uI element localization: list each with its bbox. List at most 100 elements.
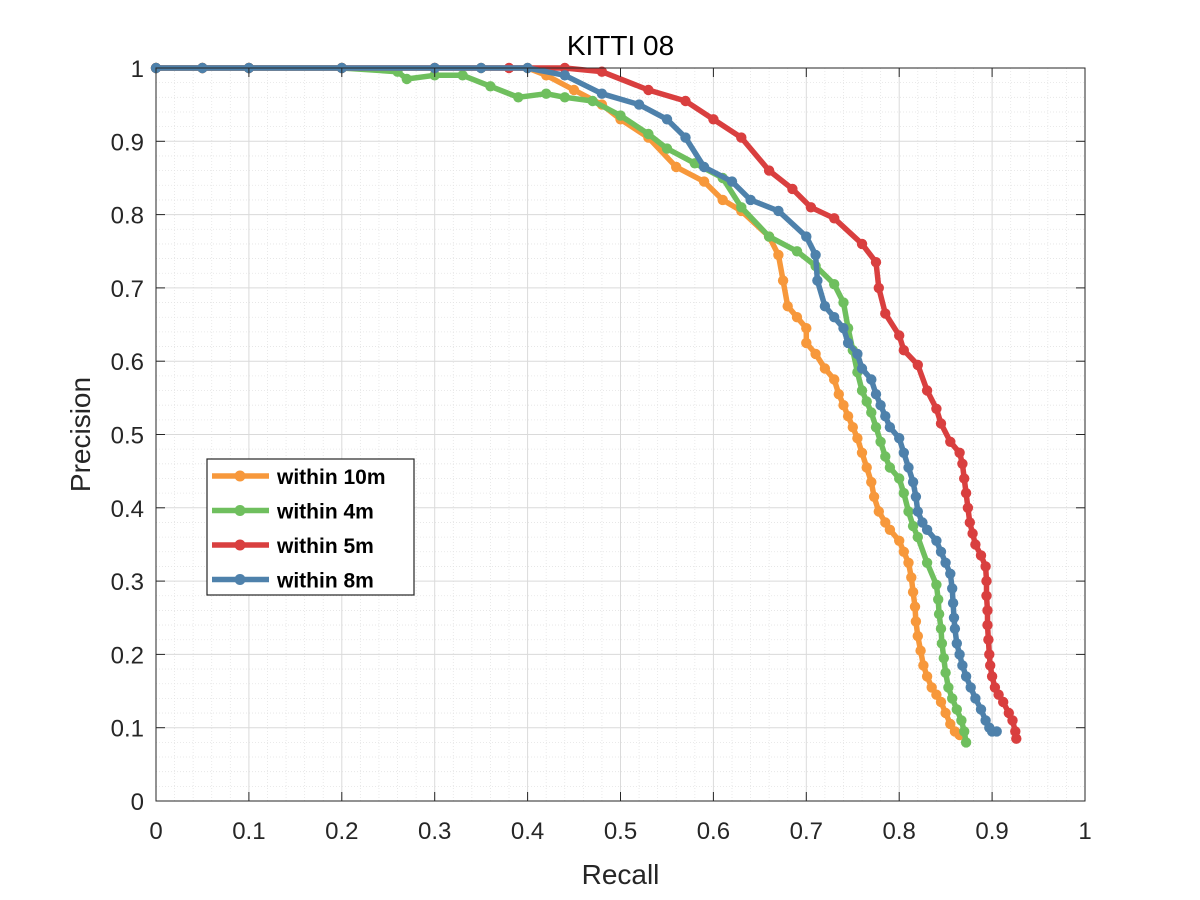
legend-item: within 10m bbox=[212, 466, 386, 489]
data-point bbox=[726, 176, 738, 187]
data-point bbox=[485, 81, 496, 92]
data-point bbox=[915, 645, 926, 656]
x-tick-label: 0 bbox=[149, 818, 162, 845]
data-point bbox=[956, 715, 967, 726]
data-point bbox=[986, 671, 998, 682]
data-point bbox=[960, 737, 972, 748]
data-point bbox=[777, 275, 789, 286]
data-point bbox=[587, 95, 598, 107]
data-point bbox=[933, 594, 944, 605]
data-point bbox=[643, 128, 654, 140]
y-tick-label: 0.2 bbox=[111, 642, 144, 669]
y-tick-label: 0.9 bbox=[111, 129, 144, 156]
data-point bbox=[866, 407, 877, 418]
y-tick-labels: 0 0.1 0.2 0.3 0.4 0.5 0.6 0.7 0.8 0.9 1 bbox=[111, 56, 144, 816]
data-point bbox=[838, 297, 849, 308]
data-point bbox=[940, 667, 951, 678]
data-point bbox=[960, 671, 972, 682]
data-point bbox=[894, 473, 905, 484]
data-point bbox=[921, 385, 933, 396]
data-point bbox=[838, 400, 849, 411]
data-point bbox=[856, 447, 868, 458]
data-point bbox=[960, 487, 972, 499]
data-point bbox=[680, 132, 691, 143]
data-point bbox=[791, 312, 803, 323]
data-point bbox=[568, 84, 580, 96]
legend-label: within 4m bbox=[276, 501, 374, 524]
data-point bbox=[866, 476, 877, 488]
data-point bbox=[615, 110, 626, 121]
data-point bbox=[964, 517, 975, 528]
data-point bbox=[541, 88, 552, 99]
data-point bbox=[933, 608, 945, 620]
data-point bbox=[773, 205, 784, 217]
x-tick-label: 0.3 bbox=[418, 818, 451, 845]
data-point bbox=[870, 257, 882, 268]
data-point bbox=[945, 568, 956, 579]
data-point bbox=[810, 348, 821, 360]
data-point bbox=[842, 337, 854, 349]
legend-swatch-marker bbox=[234, 574, 246, 585]
data-point bbox=[921, 671, 933, 682]
data-point bbox=[982, 605, 993, 616]
data-point bbox=[745, 194, 756, 206]
x-tick-labels: 0 0.1 0.2 0.3 0.4 0.5 0.6 0.7 0.8 0.9 1 bbox=[149, 818, 1091, 845]
x-tick-label: 1 bbox=[1078, 818, 1091, 845]
data-point bbox=[661, 114, 673, 125]
data-point bbox=[898, 487, 909, 499]
data-point bbox=[912, 359, 923, 371]
data-point bbox=[880, 451, 891, 462]
data-point bbox=[894, 535, 905, 546]
data-point bbox=[936, 638, 948, 649]
data-point bbox=[873, 506, 884, 517]
data-point bbox=[945, 436, 956, 447]
data-point bbox=[596, 88, 608, 99]
data-point bbox=[898, 447, 909, 458]
chart-title: KITTI 08 bbox=[567, 30, 674, 61]
legend-swatch-marker bbox=[234, 505, 246, 516]
y-tick-label: 0.7 bbox=[111, 276, 144, 303]
data-point bbox=[852, 348, 863, 360]
data-point bbox=[856, 385, 868, 396]
data-point bbox=[984, 649, 995, 660]
data-point bbox=[810, 249, 821, 261]
data-point bbox=[1007, 715, 1018, 726]
data-point bbox=[967, 528, 978, 539]
data-point bbox=[763, 231, 775, 242]
data-point bbox=[909, 601, 921, 612]
x-tick-label: 0.1 bbox=[232, 818, 265, 845]
y-tick-label: 0.6 bbox=[111, 349, 144, 376]
data-point bbox=[457, 70, 468, 81]
data-point bbox=[873, 282, 884, 294]
legend-label: within 10m bbox=[276, 466, 386, 489]
data-point bbox=[829, 312, 840, 323]
data-point bbox=[906, 572, 917, 583]
data-point bbox=[894, 330, 905, 341]
data-point bbox=[819, 301, 831, 312]
data-point bbox=[829, 279, 840, 290]
data-point bbox=[856, 363, 868, 374]
data-point bbox=[661, 143, 673, 154]
data-point bbox=[912, 630, 923, 642]
data-point bbox=[931, 403, 942, 414]
x-tick-label: 0.5 bbox=[604, 818, 637, 845]
data-point bbox=[970, 693, 981, 704]
data-point bbox=[931, 579, 942, 590]
data-point bbox=[981, 590, 992, 601]
y-tick-label: 0.4 bbox=[111, 496, 144, 523]
data-point bbox=[736, 132, 747, 143]
data-point bbox=[787, 183, 798, 195]
tick-marks bbox=[155, 67, 1086, 802]
data-point bbox=[975, 550, 987, 561]
data-point bbox=[982, 619, 993, 631]
data-point bbox=[838, 323, 849, 334]
data-point bbox=[884, 462, 896, 473]
data-point bbox=[954, 447, 965, 458]
data-point bbox=[951, 704, 962, 715]
data-point bbox=[903, 557, 914, 568]
data-point bbox=[957, 660, 968, 671]
data-point bbox=[910, 616, 922, 627]
data-point bbox=[910, 491, 922, 502]
y-tick-label: 0 bbox=[131, 789, 144, 816]
data-point bbox=[985, 660, 996, 671]
